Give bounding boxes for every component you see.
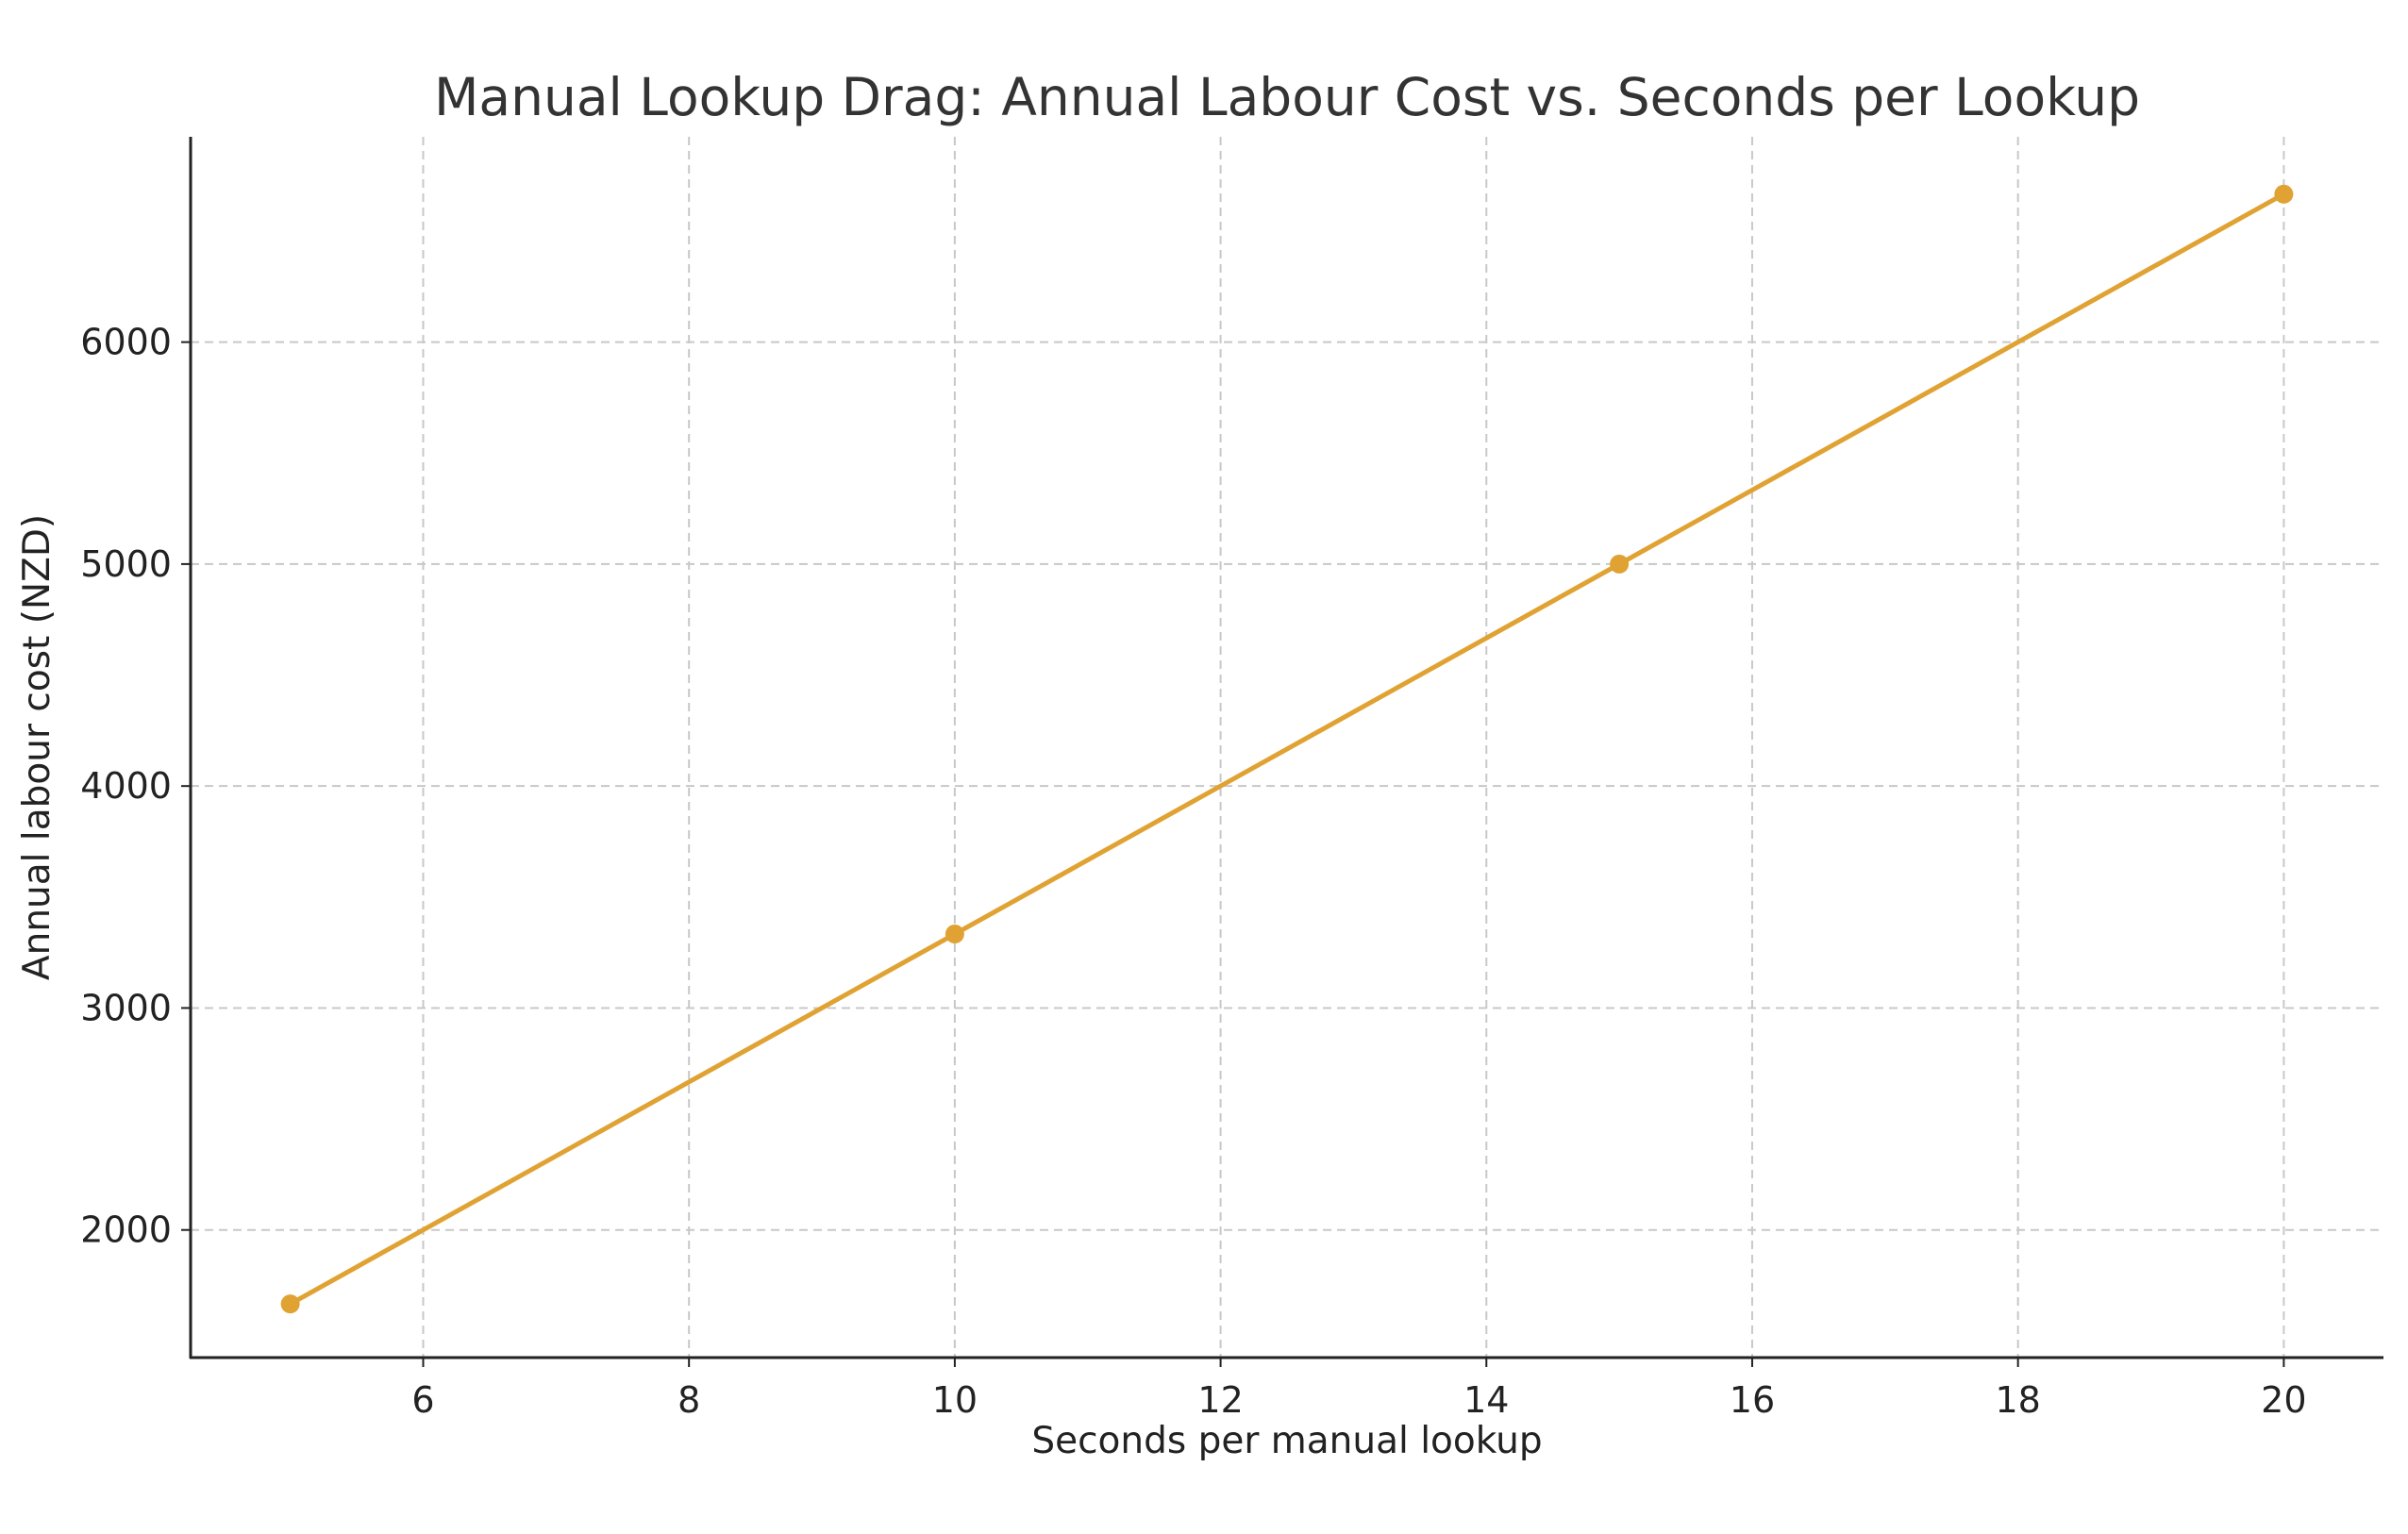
ticks: 6 8 10 12 14 16 18 20 2000 3000 4000 5000 6000	[80, 322, 2306, 1421]
x-tick-label: 12	[1197, 1379, 1243, 1421]
y-axis-label: Annual labour cost (NZD)	[16, 514, 59, 980]
series-line	[289, 192, 2285, 1307]
y-tick-label: 6000	[80, 322, 172, 363]
x-tick-label: 16	[1730, 1379, 1775, 1421]
data-point	[1610, 554, 1630, 574]
data-point	[945, 925, 964, 944]
y-tick-label: 2000	[80, 1209, 172, 1251]
x-tick-label: 10	[932, 1379, 978, 1421]
x-tick-label: 20	[2261, 1379, 2306, 1421]
x-tick-label: 6	[411, 1379, 434, 1421]
series	[280, 184, 2294, 1314]
data-point	[280, 1294, 300, 1314]
y-tick-label: 4000	[80, 765, 172, 807]
chart-title: Manual Lookup Drag: Annual Labour Cost v…	[434, 67, 2140, 127]
x-tick-label: 8	[677, 1379, 700, 1421]
y-tick-label: 3000	[80, 987, 172, 1028]
data-point	[2274, 184, 2294, 204]
x-tick-label: 14	[1463, 1379, 1509, 1421]
y-tick-label: 5000	[80, 543, 172, 585]
x-axis-label: Seconds per manual lookup	[1031, 1420, 1542, 1462]
x-tick-label: 18	[1995, 1379, 2040, 1421]
